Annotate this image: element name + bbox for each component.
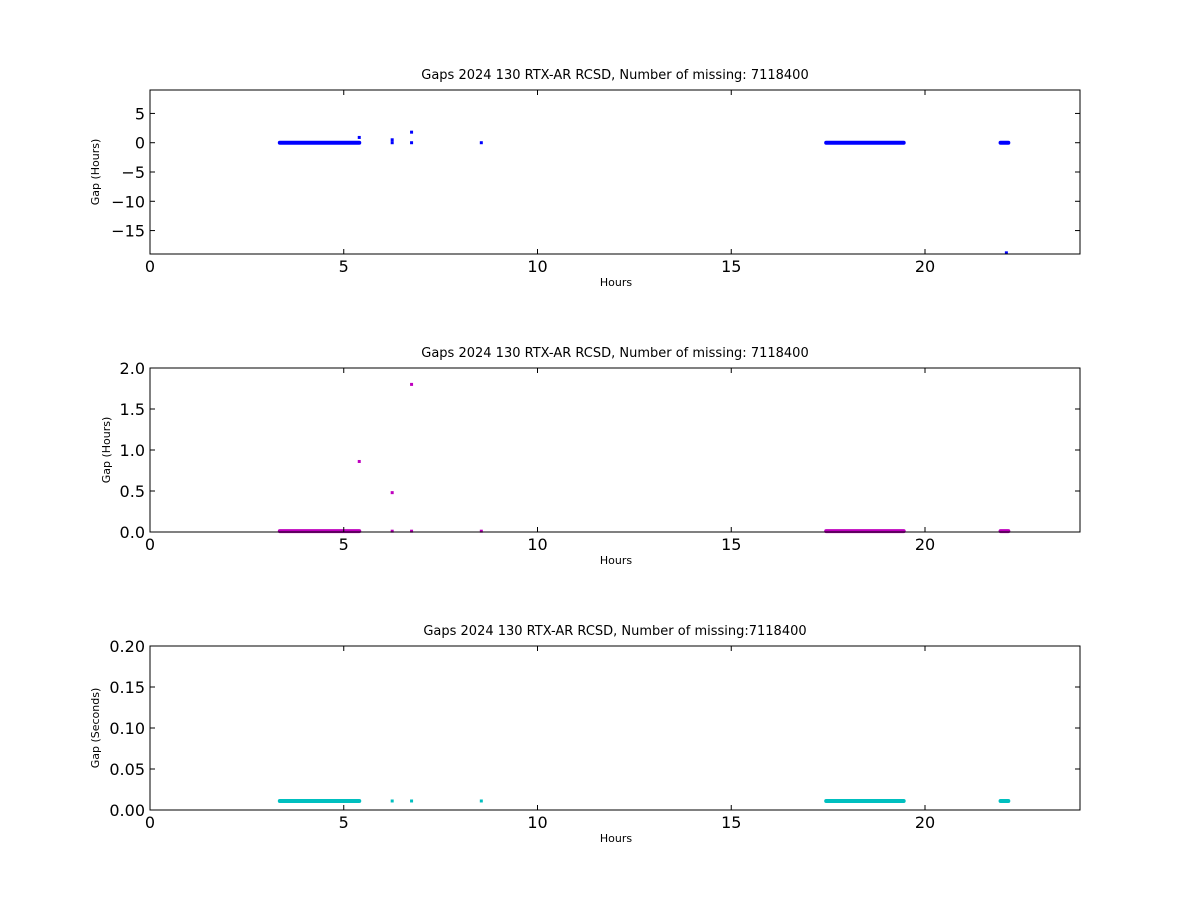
x-tick-label: 10 (527, 257, 547, 276)
data-point-6 (479, 141, 483, 145)
y-axis-label: Gap (Hours) (89, 139, 102, 206)
x-tick-label: 5 (339, 257, 349, 276)
x-tick-label: 20 (915, 257, 935, 276)
x-tick-label: 0 (145, 535, 155, 554)
x-tick-label: 20 (915, 535, 935, 554)
data-point-4 (410, 382, 414, 386)
y-tick-label: −10 (111, 192, 145, 211)
data-point-2 (410, 799, 414, 803)
data-point-6 (479, 529, 483, 533)
y-tick-label: 0.20 (109, 637, 145, 656)
y-tick-label: 2.0 (120, 359, 145, 378)
plot-frame (149, 89, 1081, 255)
plot-frame (149, 367, 1081, 533)
chart-title: Gaps 2024 130 RTX-AR RCSD, Number of mis… (421, 346, 808, 361)
data-point-3 (479, 799, 483, 803)
data-point-4 (410, 130, 414, 134)
data-point-5 (410, 529, 414, 533)
x-tick-label: 5 (339, 813, 349, 832)
x-axis-label: Hours (600, 276, 632, 289)
x-tick-label: 20 (915, 813, 935, 832)
data-point-1 (390, 799, 394, 803)
y-tick-label: 0.05 (109, 760, 145, 779)
y-tick-label: 0.00 (109, 801, 145, 820)
x-tick-label: 15 (721, 813, 741, 832)
y-tick-label: 0 (135, 134, 145, 153)
x-tick-label: 10 (527, 813, 547, 832)
data-point-3 (390, 529, 394, 533)
chart-title: Gaps 2024 130 RTX-AR RCSD, Number of mis… (423, 624, 806, 639)
chart-panel-2: Gaps 2024 130 RTX-AR RCSD, Number of mis… (100, 346, 1081, 567)
y-tick-label: −5 (121, 163, 145, 182)
x-tick-label: 15 (721, 535, 741, 554)
chart-panel-3: Gaps 2024 130 RTX-AR RCSD, Number of mis… (89, 624, 1081, 845)
plot-frame (149, 645, 1081, 811)
data-point-5 (410, 141, 414, 145)
y-tick-label: 5 (135, 104, 145, 123)
data-point-2 (390, 138, 394, 142)
data-point-3 (390, 141, 394, 145)
y-tick-label: 0.0 (120, 523, 145, 542)
x-tick-label: 0 (145, 813, 155, 832)
x-tick-label: 5 (339, 535, 349, 554)
x-tick-label: 10 (527, 535, 547, 554)
y-tick-label: 0.10 (109, 719, 145, 738)
data-point-2 (390, 491, 394, 495)
data-point-7 (1004, 251, 1008, 255)
x-axis-label: Hours (600, 832, 632, 845)
x-tick-label: 0 (145, 257, 155, 276)
chart-title: Gaps 2024 130 RTX-AR RCSD, Number of mis… (421, 68, 808, 83)
y-tick-label: 1.0 (120, 441, 145, 460)
data-point-1 (357, 135, 361, 139)
y-tick-label: 1.5 (120, 400, 145, 419)
data-point-1 (357, 459, 361, 463)
y-tick-label: −15 (111, 222, 145, 241)
x-tick-label: 15 (721, 257, 741, 276)
y-axis-label: Gap (Seconds) (89, 688, 102, 769)
y-tick-label: 0.5 (120, 482, 145, 501)
y-tick-label: 0.15 (109, 678, 145, 697)
chart-panel-1: Gaps 2024 130 RTX-AR RCSD, Number of mis… (89, 68, 1081, 289)
y-axis-label: Gap (Hours) (100, 417, 113, 484)
x-axis-label: Hours (600, 554, 632, 567)
